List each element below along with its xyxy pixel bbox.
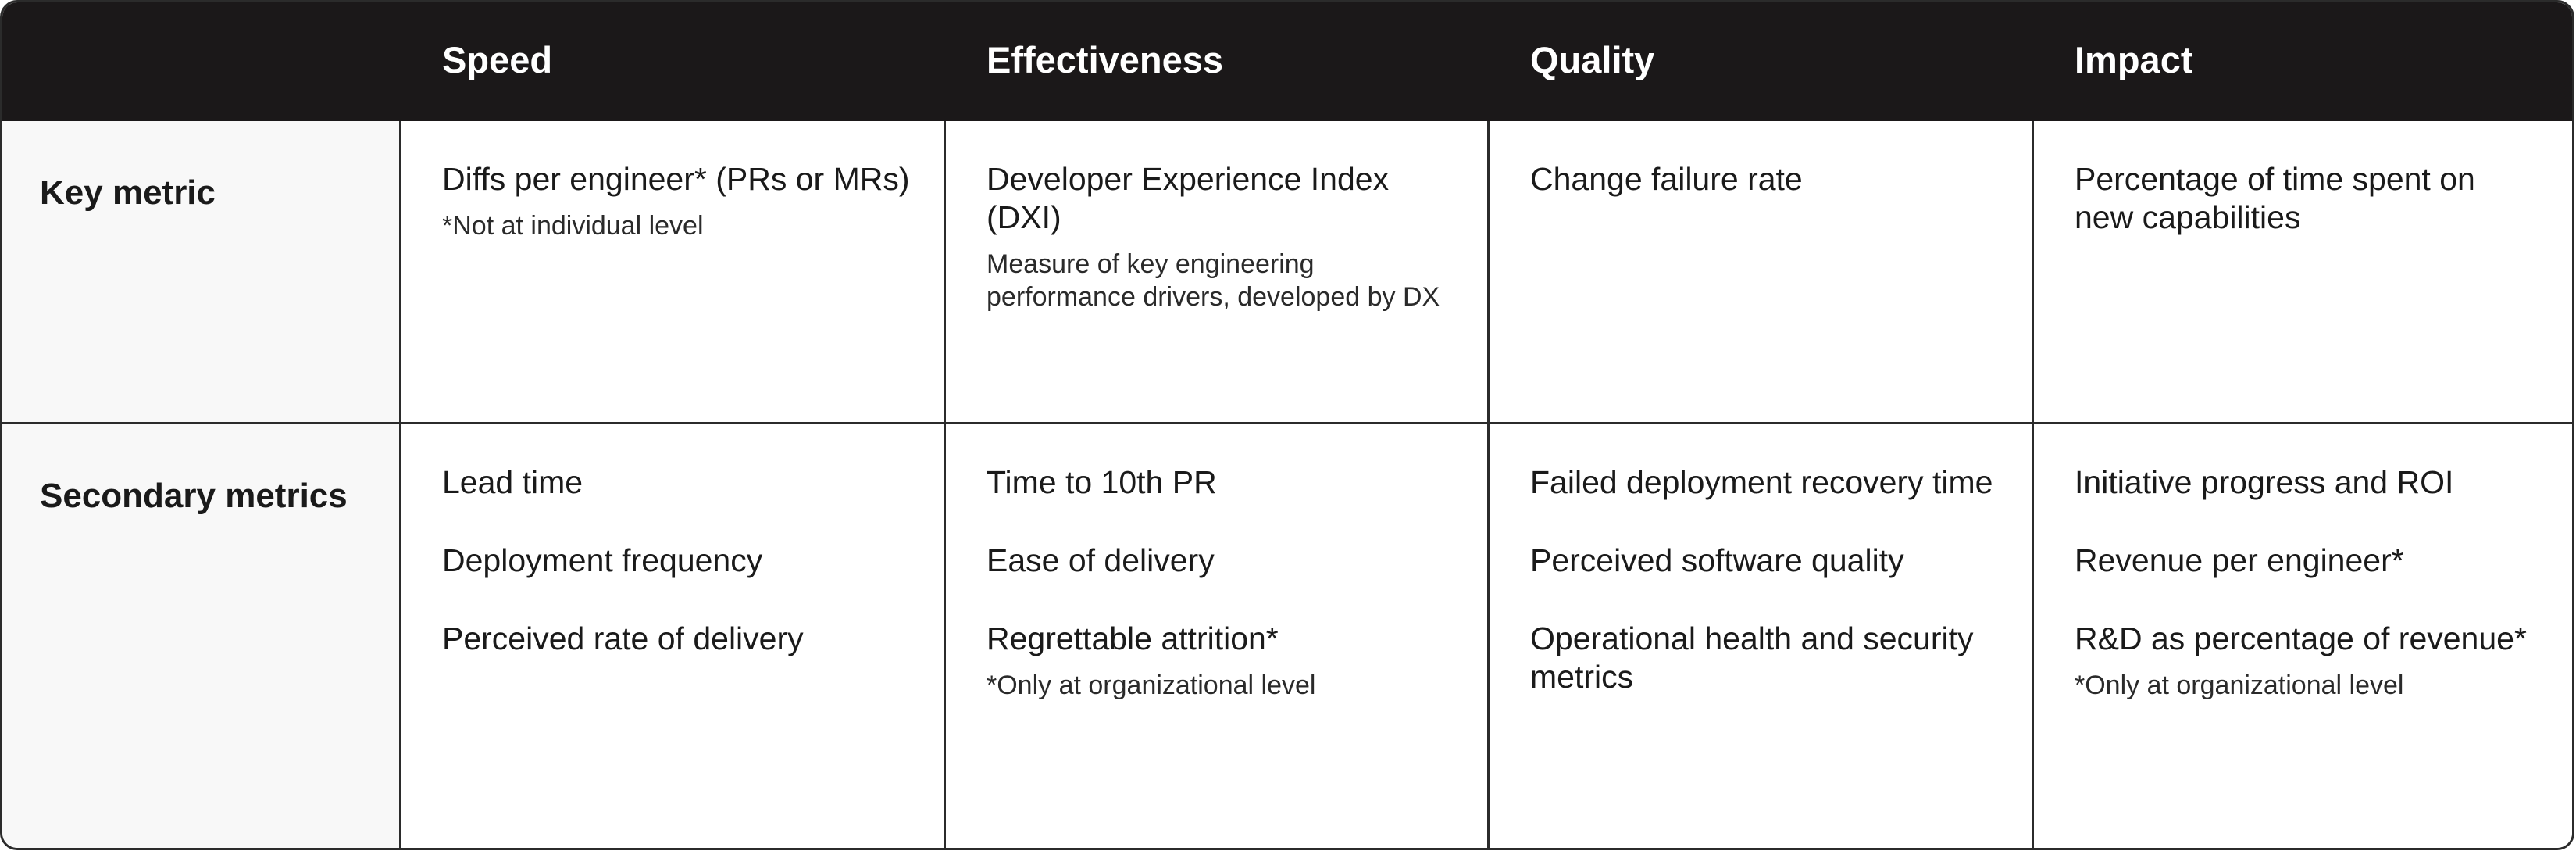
key-metric-effectiveness: Developer Experience Index (DXI) Measure…: [946, 121, 1490, 424]
metric-description: Measure of key engineering performance d…: [987, 249, 1440, 312]
metric-text: R&D as percentage of revenue*: [2075, 620, 2527, 656]
header-speed: Speed: [401, 2, 946, 121]
metric-text: Diffs per engineer* (PRs or MRs): [442, 161, 910, 197]
metric-text: Initiative progress and ROI: [2075, 464, 2454, 500]
metric-text: Revenue per engineer*: [2075, 542, 2404, 578]
metric-text: Failed deployment recovery time: [1530, 464, 1993, 500]
metric-text: Ease of delivery: [987, 542, 1215, 578]
secondary-metrics-quality: Failed deployment recovery time Perceive…: [1490, 424, 2034, 848]
secondary-metrics-impact: Initiative progress and ROI Revenue per …: [2034, 424, 2572, 848]
key-metric-speed: Diffs per engineer* (PRs or MRs) *Not at…: [401, 121, 946, 424]
row-label-key-metric: Key metric: [2, 121, 401, 424]
header-effectiveness: Effectiveness: [946, 2, 1490, 121]
metric-text: Perceived rate of delivery: [442, 620, 804, 656]
header-quality: Quality: [1490, 2, 2034, 121]
secondary-metrics-speed: Lead time Deployment frequency Perceived…: [401, 424, 946, 848]
row-label-secondary-metrics: Secondary metrics: [2, 424, 401, 848]
metric-note: *Not at individual level: [442, 211, 704, 241]
metric-text: Change failure rate: [1530, 161, 1803, 197]
metric-text: Perceived software quality: [1530, 542, 1904, 578]
header-corner: [2, 2, 401, 121]
metric-text: Regrettable attrition*: [987, 620, 1279, 656]
metric-text: Percentage of time spent on new capabili…: [2075, 161, 2475, 235]
metric-note: *Only at organizational level: [2075, 670, 2404, 700]
metric-text: Operational health and security metrics: [1530, 620, 1974, 695]
metric-text: Deployment frequency: [442, 542, 763, 578]
metric-text: Lead time: [442, 464, 583, 500]
metric-text: Developer Experience Index (DXI): [987, 161, 1390, 235]
secondary-metrics-effectiveness: Time to 10th PR Ease of delivery Regrett…: [946, 424, 1490, 848]
metric-text: Time to 10th PR: [987, 464, 1217, 500]
header-impact: Impact: [2034, 2, 2572, 121]
key-metric-impact: Percentage of time spent on new capabili…: [2034, 121, 2572, 424]
metric-note: *Only at organizational level: [987, 670, 1316, 700]
key-metric-quality: Change failure rate: [1490, 121, 2034, 424]
